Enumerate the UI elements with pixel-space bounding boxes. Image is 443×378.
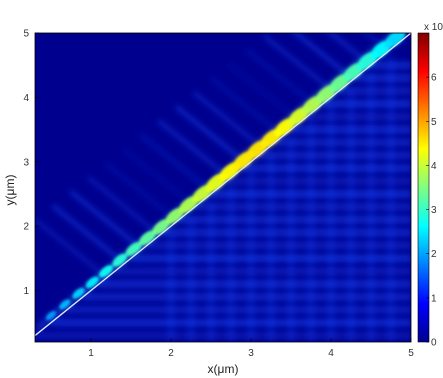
fringe-column	[247, 168, 255, 342]
x-tick-label: 5	[408, 348, 414, 359]
x-axis-label: x(μm)	[208, 362, 239, 376]
y-tick-label: 1	[23, 286, 29, 297]
upper-streaks	[35, 33, 408, 280]
intensity-lobe	[152, 219, 170, 235]
intensity-lobe	[384, 33, 406, 49]
fringe-column	[227, 184, 235, 342]
fringe-column	[347, 87, 355, 342]
intensity-pattern	[35, 33, 411, 342]
x-tick-label: 1	[88, 348, 94, 359]
upper-streak	[262, 33, 338, 96]
colorbar-ticks: 0 1 2 3 4 5 6	[426, 73, 437, 349]
intensity-lobe	[45, 311, 57, 320]
diagonal-line	[34, 32, 412, 337]
diagonal-lobes	[45, 33, 406, 320]
intensity-lobe	[85, 276, 99, 289]
upper-streak	[68, 189, 144, 252]
intensity-lobe	[165, 207, 185, 224]
upper-streak	[362, 33, 391, 53]
colorbar-tick-label: 0	[431, 338, 437, 349]
fringe-band	[67, 305, 411, 314]
upper-streak	[191, 90, 267, 153]
upper-streak	[244, 47, 320, 110]
colorbar-tick-label: 1	[431, 293, 437, 304]
fringe-column	[307, 119, 315, 342]
intensity-lobe	[59, 299, 71, 310]
colorbar-tick-label: 2	[431, 249, 437, 260]
upper-streak	[291, 33, 355, 82]
y-axis-ticks: 1 2 3 4 5	[23, 29, 39, 297]
upper-streak	[227, 61, 303, 124]
plot-frame	[34, 32, 412, 343]
x-tick-label: 4	[328, 348, 334, 359]
x-tick-label: 3	[248, 348, 254, 359]
intensity-lobe	[125, 242, 142, 256]
colorbar	[417, 32, 430, 343]
x-axis-ticks: 1 2 3 4 5	[88, 338, 414, 359]
fringe-band	[307, 112, 411, 121]
fringe-band	[355, 74, 411, 82]
upper-streak	[86, 175, 162, 238]
x-tick-label: 2	[168, 348, 174, 359]
upper-streak	[121, 146, 197, 209]
y-tick-label: 5	[23, 29, 29, 40]
upper-streak	[35, 217, 109, 280]
colorbar-exponent-label: x 10	[424, 22, 443, 33]
upper-streak	[139, 132, 215, 195]
upper-streak	[327, 33, 373, 68]
fringe-band	[115, 267, 411, 276]
fringe-column	[187, 216, 195, 342]
colorbar-tick-label: 3	[431, 205, 437, 216]
intensity-lobe	[138, 230, 156, 246]
lower-fringes	[35, 55, 411, 342]
upper-streak	[397, 33, 408, 39]
fringe-column	[267, 152, 275, 342]
y-tick-label: 4	[23, 93, 29, 104]
fringe-column	[287, 136, 295, 342]
upper-streak	[209, 76, 285, 138]
fringe-column	[387, 55, 395, 342]
upper-streak	[103, 161, 179, 223]
upper-streak	[174, 104, 250, 167]
fringe-column	[207, 200, 215, 342]
y-axis-label: y(μm)	[3, 175, 17, 206]
intensity-lobe	[72, 287, 85, 299]
fringe-column	[327, 103, 335, 342]
fringe-column	[367, 71, 375, 342]
intensity-lobe	[112, 253, 128, 267]
fringe-band	[35, 331, 411, 340]
intensity-lobe	[99, 265, 113, 278]
colorbar-tick-label: 6	[431, 73, 437, 84]
fringe-column	[167, 232, 175, 342]
upper-streak	[156, 118, 232, 181]
upper-streak	[51, 203, 127, 266]
colorbar-tick-label: 5	[431, 117, 437, 128]
y-tick-label: 3	[23, 157, 29, 168]
y-tick-label: 2	[23, 222, 29, 233]
colorbar-tick-label: 4	[431, 161, 437, 172]
